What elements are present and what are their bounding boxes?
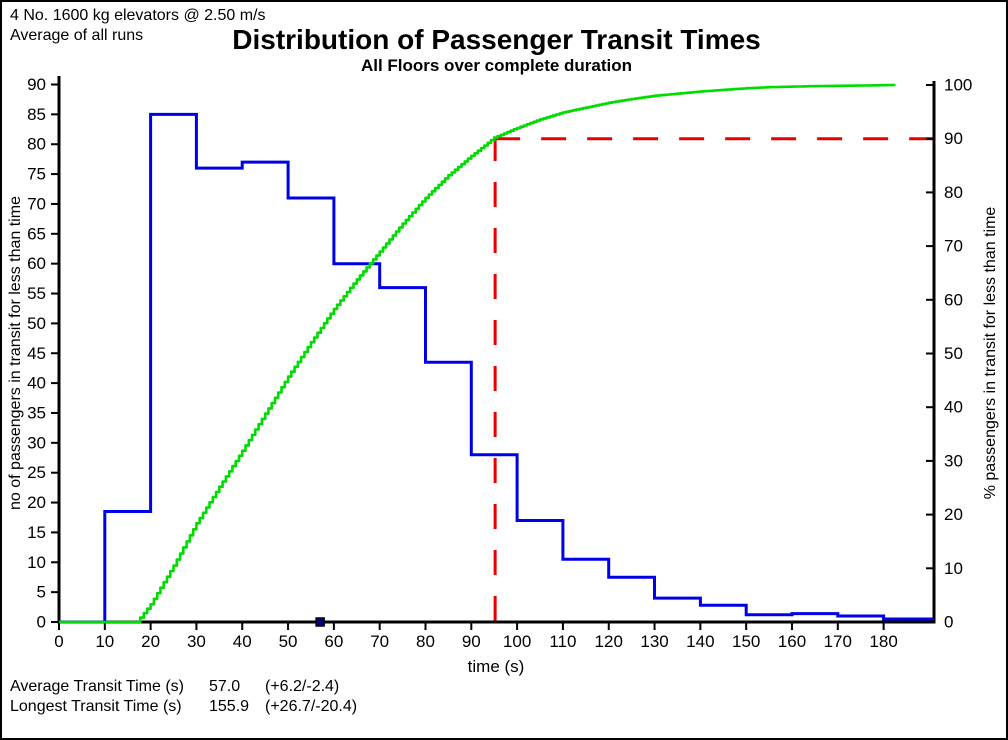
chart-titles: Distribution of Passenger Transit Times … bbox=[59, 24, 934, 76]
y-right-tick-label: 60 bbox=[944, 290, 963, 309]
x-tick-label: 150 bbox=[732, 632, 760, 651]
x-tick-label: 10 bbox=[95, 632, 114, 651]
y-left-tick-label: 60 bbox=[27, 254, 46, 273]
average-transit-label: Average Transit Time (s) bbox=[10, 678, 184, 695]
y-right-tick-label: 90 bbox=[944, 129, 963, 148]
y-left-tick-label: 75 bbox=[27, 165, 46, 184]
y-left-tick-label: 35 bbox=[27, 403, 46, 422]
average-transit-tolerance: (+6.2/-2.4) bbox=[265, 678, 340, 695]
x-tick-label: 170 bbox=[824, 632, 852, 651]
x-tick-label: 50 bbox=[279, 632, 298, 651]
y-left-tick-label: 45 bbox=[27, 344, 46, 363]
y-left-tick-label: 20 bbox=[27, 493, 46, 512]
y-left-tick-label: 10 bbox=[27, 553, 46, 572]
chart-title: Distribution of Passenger Transit Times bbox=[232, 24, 761, 55]
x-tick-label: 80 bbox=[416, 632, 435, 651]
x-tick-label: 40 bbox=[233, 632, 252, 651]
histogram-step-line bbox=[59, 112, 934, 624]
y-left-tick-label: 85 bbox=[27, 105, 46, 124]
y-right-tick-label: 80 bbox=[944, 183, 963, 202]
y-left-tick-label: 65 bbox=[27, 224, 46, 243]
y-left-tick-label: 25 bbox=[27, 463, 46, 482]
y-left-tick-label: 50 bbox=[27, 314, 46, 333]
x-tick-label: 120 bbox=[595, 632, 623, 651]
y-left-tick-label: 0 bbox=[37, 613, 46, 632]
x-tick-label: 130 bbox=[640, 632, 668, 651]
longest-transit-value: 155.9 bbox=[209, 698, 250, 715]
x-tick-label: 160 bbox=[778, 632, 806, 651]
y-right-tick-label: 50 bbox=[944, 344, 963, 363]
average-time-marker bbox=[315, 617, 325, 627]
y-left-tick-label: 30 bbox=[27, 433, 46, 452]
y-right-tick-label: 10 bbox=[944, 559, 963, 578]
y-left-tick-label: 5 bbox=[37, 583, 46, 602]
longest-transit-row: Longest Transit Time (s) 155.9 (+26.7/-2… bbox=[10, 697, 357, 717]
y-right-tick-label: 100 bbox=[944, 76, 972, 95]
y-left-tick-label: 55 bbox=[27, 284, 46, 303]
y-left-tick-label: 15 bbox=[27, 523, 46, 542]
x-tick-label: 140 bbox=[686, 632, 714, 651]
y-left-tick-label: 70 bbox=[27, 194, 46, 213]
longest-transit-tolerance: (+26.7/-20.4) bbox=[265, 698, 358, 715]
y-right-tick-label: 0 bbox=[944, 613, 953, 632]
chart-subtitle: All Floors over complete duration bbox=[360, 56, 633, 75]
x-axis-title: time (s) bbox=[468, 657, 525, 676]
longest-transit-label: Longest Transit Time (s) bbox=[10, 698, 182, 715]
stats-block: Average Transit Time (s) 57.0 (+6.2/-2.4… bbox=[10, 677, 357, 717]
x-tick-label: 30 bbox=[187, 632, 206, 651]
average-transit-value: 57.0 bbox=[209, 678, 241, 695]
x-tick-label: 180 bbox=[869, 632, 897, 651]
x-tick-label: 110 bbox=[549, 632, 576, 651]
y-right-tick-label: 20 bbox=[944, 505, 963, 524]
y-left-tick-label: 90 bbox=[27, 75, 46, 94]
run-annotation: 4 No. 1600 kg elevators @ 2.50 m/s Avera… bbox=[10, 6, 265, 46]
x-tick-label: 60 bbox=[324, 632, 343, 651]
x-tick-label: 90 bbox=[462, 632, 481, 651]
cumulative-percent-line bbox=[59, 83, 896, 624]
y-right-tick-label: 40 bbox=[944, 398, 963, 417]
y-right-tick-label: 70 bbox=[944, 237, 963, 256]
annotation-line-2: Average of all runs bbox=[10, 27, 144, 44]
x-tick-label: 0 bbox=[54, 632, 63, 651]
y-right-axis-title: % passengers in transit for less than ti… bbox=[982, 207, 999, 500]
annotation-line-1: 4 No. 1600 kg elevators @ 2.50 m/s bbox=[10, 7, 266, 24]
y-left-tick-label: 80 bbox=[27, 135, 46, 154]
y-right-tick-label: 30 bbox=[944, 451, 963, 470]
average-transit-row: Average Transit Time (s) 57.0 (+6.2/-2.4… bbox=[10, 677, 357, 697]
x-tick-label: 100 bbox=[503, 632, 531, 651]
x-tick-label: 70 bbox=[370, 632, 389, 651]
y-left-axis-title: no of passengers in transit for less tha… bbox=[7, 196, 24, 510]
x-tick-label: 20 bbox=[141, 632, 160, 651]
y-left-tick-label: 40 bbox=[27, 374, 46, 393]
